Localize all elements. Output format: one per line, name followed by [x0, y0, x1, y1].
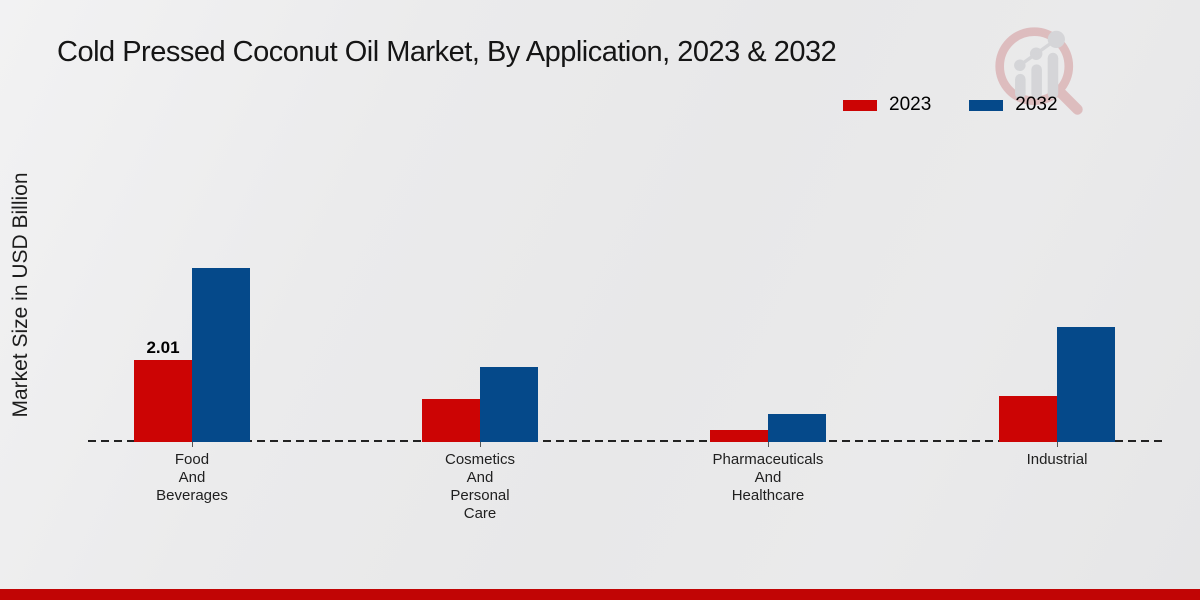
legend: 2023 2032 [843, 94, 1058, 116]
category-label-industrial: Industrial [1026, 451, 1088, 468]
bar-2023-industrial [999, 396, 1057, 442]
category-label-cosmetics-and-personal-care: Cosmetics And Personal Care [444, 451, 515, 522]
x-axis-tick-food-and-beverages [192, 442, 193, 447]
legend-swatch-2032 [969, 99, 1004, 111]
bar-2032-food-and-beverages [192, 267, 250, 442]
category-label-food-and-beverages: Food And Beverages [156, 451, 228, 504]
x-axis-dashed-baseline [88, 440, 1165, 442]
bar-2032-pharmaceuticals-and-healthcare [768, 414, 826, 442]
legend-item-2032: 2032 [969, 94, 1058, 116]
magnifier-bar-chart-logo [995, 27, 1083, 115]
footer-accent-bar [0, 589, 1200, 600]
bar-2023-food-and-beverages [134, 359, 192, 442]
bar-2032-industrial [1057, 327, 1115, 442]
legend-label-2023: 2023 [889, 94, 932, 115]
category-label-pharmaceuticals-and-healthcare: Pharmaceuticals And Healthcare [712, 451, 824, 504]
chart-title: Cold Pressed Coconut Oil Market, By Appl… [57, 36, 837, 68]
x-axis-tick-industrial [1057, 442, 1058, 447]
legend-item-2023: 2023 [843, 94, 931, 116]
bar-2023-cosmetics-and-personal-care [422, 398, 480, 442]
legend-label-2032: 2032 [1015, 94, 1058, 115]
legend-swatch-2023 [843, 99, 877, 111]
bar-2032-cosmetics-and-personal-care [480, 366, 538, 442]
bar-2023-pharmaceuticals-and-healthcare [710, 430, 768, 442]
x-axis-tick-cosmetics-and-personal-care [480, 442, 481, 447]
data-label-2023-food-and-beverages: 2.01 [146, 337, 180, 357]
x-axis-tick-pharmaceuticals-and-healthcare [768, 442, 769, 447]
